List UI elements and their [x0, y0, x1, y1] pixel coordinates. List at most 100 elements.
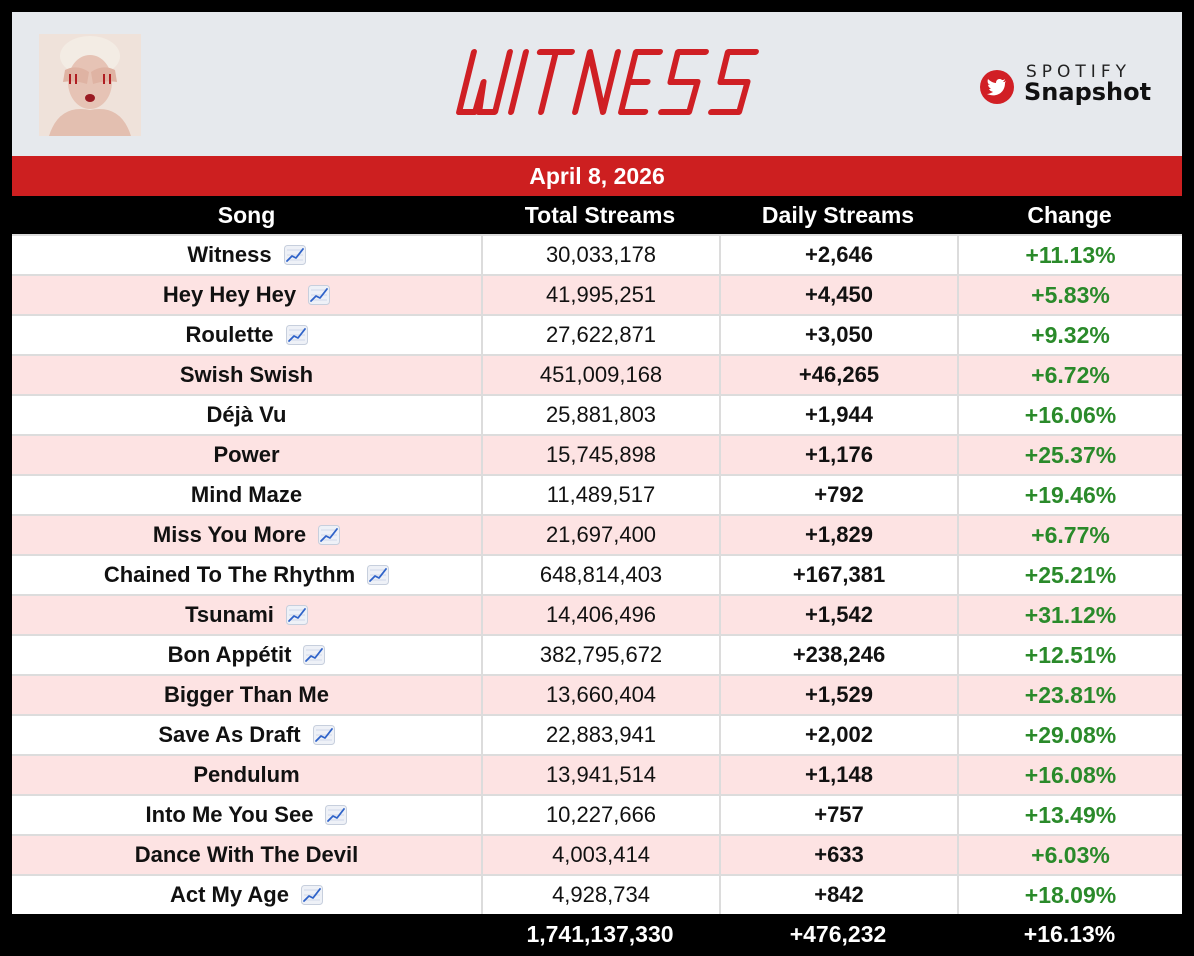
song-cell: Bigger Than Me: [12, 676, 481, 714]
change-cell: +19.46%: [957, 476, 1182, 514]
daily-streams-cell: +46,265: [719, 356, 957, 394]
change-cell: +18.09%: [957, 876, 1182, 914]
chart-increasing-icon: [283, 239, 306, 265]
change-cell: +6.72%: [957, 356, 1182, 394]
header: SPOTIFY Snapshot: [12, 12, 1182, 156]
song-title: Bigger Than Me: [163, 682, 329, 707]
chart-increasing-icon: [303, 639, 326, 665]
daily-streams-cell: +1,148: [719, 756, 957, 794]
song-cell: Save As Draft: [12, 716, 481, 754]
change-cell: +5.83%: [957, 276, 1182, 314]
song-cell: Witness: [12, 236, 481, 274]
change-cell: +13.49%: [957, 796, 1182, 834]
chart-increasing-icon: [300, 879, 323, 905]
table-row: Power 15,745,898 +1,176 +25.37%: [12, 434, 1182, 474]
song-cell: Déjà Vu: [12, 396, 481, 434]
table-row: Pendulum 13,941,514 +1,148 +16.08%: [12, 754, 1182, 794]
table-row: Act My Age 4,928,734 +842 +18.09%: [12, 874, 1182, 914]
table-row: Déjà Vu 25,881,803 +1,944 +16.06%: [12, 394, 1182, 434]
witness-logo: [452, 42, 762, 122]
daily-streams-cell: +842: [719, 876, 957, 914]
table-row: Save As Draft 22,883,941 +2,002 +29.08%: [12, 714, 1182, 754]
table-row: Tsunami 14,406,496 +1,542 +31.12%: [12, 594, 1182, 634]
change-cell: +23.81%: [957, 676, 1182, 714]
change-cell: +6.77%: [957, 516, 1182, 554]
song-cell: Tsunami: [12, 596, 481, 634]
table-row: Swish Swish 451,009,168 +46,265 +6.72%: [12, 354, 1182, 394]
song-title: Witness: [187, 242, 272, 267]
spotify-snapshot-brand: SPOTIFY Snapshot: [980, 62, 1170, 106]
song-title: Mind Maze: [190, 482, 303, 507]
table-row: Dance With The Devil 4,003,414 +633 +6.03%: [12, 834, 1182, 874]
totals-daily-streams: +476,232: [789, 921, 887, 947]
daily-streams-cell: +792: [719, 476, 957, 514]
chart-increasing-icon: [318, 519, 341, 545]
song-cell: Pendulum: [12, 756, 481, 794]
table-row: Chained To The Rhythm 648,814,403 +167,381…: [12, 554, 1182, 594]
total-streams-cell: 30,033,178: [481, 236, 719, 274]
total-streams-cell: 41,995,251: [481, 276, 719, 314]
column-header-daily-streams: Daily Streams: [761, 202, 915, 228]
table-row: Bon Appétit 382,795,672 +238,246 +12.51%: [12, 634, 1182, 674]
brand-top-text: SPOTIFY: [1026, 62, 1131, 82]
totals-label: [12, 914, 481, 954]
table-row: Into Me You See 10,227,666 +757 +13.49%: [12, 794, 1182, 834]
song-cell: Swish Swish: [12, 356, 481, 394]
song-title: Save As Draft: [158, 722, 301, 747]
change-cell: +11.13%: [957, 236, 1182, 274]
total-streams-cell: 11,489,517: [481, 476, 719, 514]
change-cell: +6.03%: [957, 836, 1182, 874]
song-title: Pendulum: [193, 762, 300, 787]
total-streams-cell: 4,928,734: [481, 876, 719, 914]
total-streams-cell: 15,745,898: [481, 436, 719, 474]
daily-streams-cell: +1,542: [719, 596, 957, 634]
chart-increasing-icon: [325, 799, 348, 825]
change-cell: +31.12%: [957, 596, 1182, 634]
daily-streams-cell: +3,050: [719, 316, 957, 354]
song-title: Chained To The Rhythm: [103, 562, 356, 587]
totals-total-streams: 1,741,137,330: [526, 921, 674, 947]
total-streams-cell: 27,622,871: [481, 316, 719, 354]
daily-streams-cell: +238,246: [719, 636, 957, 674]
table-row: Miss You More 21,697,400 +1,829 +6.77%: [12, 514, 1182, 554]
song-cell: Bon Appétit: [12, 636, 481, 674]
song-title: Dance With The Devil: [134, 842, 359, 867]
change-cell: +29.08%: [957, 716, 1182, 754]
song-cell: Chained To The Rhythm: [12, 556, 481, 594]
totals-change: +16.13%: [1023, 921, 1116, 947]
chart-increasing-icon: [285, 599, 308, 625]
table-body: Witness 30,033,178 +2,646 +11.13% Hey Hey He…: [12, 234, 1182, 914]
song-cell: Hey Hey Hey: [12, 276, 481, 314]
song-title: Bon Appétit: [167, 642, 292, 667]
total-streams-cell: 10,227,666: [481, 796, 719, 834]
brand-bottom-text: Snapshot: [1024, 78, 1152, 106]
table-row: Bigger Than Me 13,660,404 +1,529 +23.81%: [12, 674, 1182, 714]
change-cell: +12.51%: [957, 636, 1182, 674]
daily-streams-cell: +757: [719, 796, 957, 834]
total-streams-cell: 13,941,514: [481, 756, 719, 794]
song-title: Miss You More: [152, 522, 307, 547]
daily-streams-cell: +4,450: [719, 276, 957, 314]
song-title: Déjà Vu: [206, 402, 287, 427]
chart-increasing-icon: [285, 319, 308, 345]
song-cell: Mind Maze: [12, 476, 481, 514]
table-row: Witness 30,033,178 +2,646 +11.13%: [12, 234, 1182, 274]
total-streams-cell: 648,814,403: [481, 556, 719, 594]
song-title: Tsunami: [185, 602, 274, 627]
total-streams-cell: 13,660,404: [481, 676, 719, 714]
song-cell: Roulette: [12, 316, 481, 354]
song-cell: Dance With The Devil: [12, 836, 481, 874]
column-header-song: Song: [217, 202, 276, 228]
total-streams-cell: 22,883,941: [481, 716, 719, 754]
total-streams-cell: 451,009,168: [481, 356, 719, 394]
change-cell: +16.08%: [957, 756, 1182, 794]
daily-streams-cell: +2,646: [719, 236, 957, 274]
song-title: Roulette: [185, 322, 274, 347]
daily-streams-cell: +2,002: [719, 716, 957, 754]
table-header: Song Total Streams Daily Streams Change: [12, 196, 1182, 234]
song-title: Power: [213, 442, 280, 467]
song-cell: Into Me You See: [12, 796, 481, 834]
daily-streams-cell: +1,529: [719, 676, 957, 714]
table-row: Mind Maze 11,489,517 +792 +19.46%: [12, 474, 1182, 514]
